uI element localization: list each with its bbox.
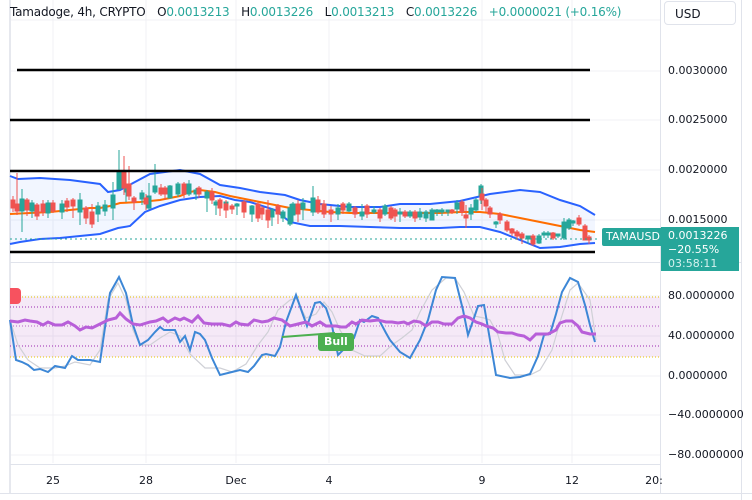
- bottom-border: [0, 493, 752, 494]
- bar-countdown: 03:58:11: [668, 257, 718, 270]
- open-value: 0.0013213: [166, 5, 230, 19]
- right-edge: [741, 0, 752, 500]
- bull-divergence-label: Bull: [318, 333, 354, 351]
- bollinger-upper: [9, 168, 596, 216]
- price-tick: 0.0015000: [668, 213, 728, 226]
- time-tick: 4: [325, 474, 333, 487]
- time-tick: 25: [46, 474, 60, 487]
- price-tick: 0.0025000: [668, 113, 728, 126]
- symbol-price-tag: TAMAUSD: [602, 228, 664, 246]
- horizontal-levels: [10, 68, 595, 254]
- currency-selector[interactable]: USD: [664, 1, 736, 25]
- open-label: O: [157, 5, 167, 19]
- symbol-legend[interactable]: Tamadoge, 4h, CRYPTO O0.0013213 H0.00132…: [10, 5, 621, 19]
- indicator-tick: −40.0000000: [668, 408, 744, 421]
- low-value: 0.0013213: [331, 5, 395, 19]
- price-axis[interactable]: [660, 0, 742, 493]
- last-price-tag: 0.0013226 −20.55% 03:58:11: [661, 227, 739, 271]
- price-tick: 0.0020000: [668, 163, 728, 176]
- time-axis[interactable]: [10, 464, 660, 494]
- indicator-tick: −80.0000000: [668, 448, 744, 461]
- high-value: 0.0013226: [249, 5, 314, 19]
- time-tick: 20:: [645, 474, 663, 487]
- close-label: C: [405, 5, 415, 19]
- low-label: L: [324, 5, 332, 19]
- last-price-value: 0.0013226: [668, 229, 728, 242]
- time-tick: 12: [565, 474, 579, 487]
- stoch-k-line: [9, 274, 596, 380]
- price-tick: 0.0030000: [668, 64, 728, 77]
- bollinger-lower: [9, 194, 596, 250]
- time-tick: 28: [139, 474, 153, 487]
- grid-vertical: [52, 0, 573, 463]
- indicator-tick: 40.0000000: [668, 329, 735, 342]
- time-tick: Dec: [225, 474, 247, 487]
- time-tick: 9: [478, 474, 486, 487]
- last-price-change: −20.55%: [668, 243, 720, 256]
- high-label: H: [241, 5, 250, 19]
- close-value: 0.0013226: [414, 5, 478, 19]
- indicator-tick: 80.0000000: [668, 289, 735, 302]
- pane-separator[interactable]: [10, 262, 741, 263]
- alert-flag-icon[interactable]: [10, 288, 21, 304]
- indicator-tick: 0.0000000: [668, 369, 728, 382]
- symbol-title: Tamadoge, 4h, CRYPTO: [10, 5, 146, 19]
- change-value: +0.0000021 (+0.16%): [488, 5, 622, 19]
- candlesticks: [10, 150, 592, 246]
- rsi-line: [9, 310, 596, 342]
